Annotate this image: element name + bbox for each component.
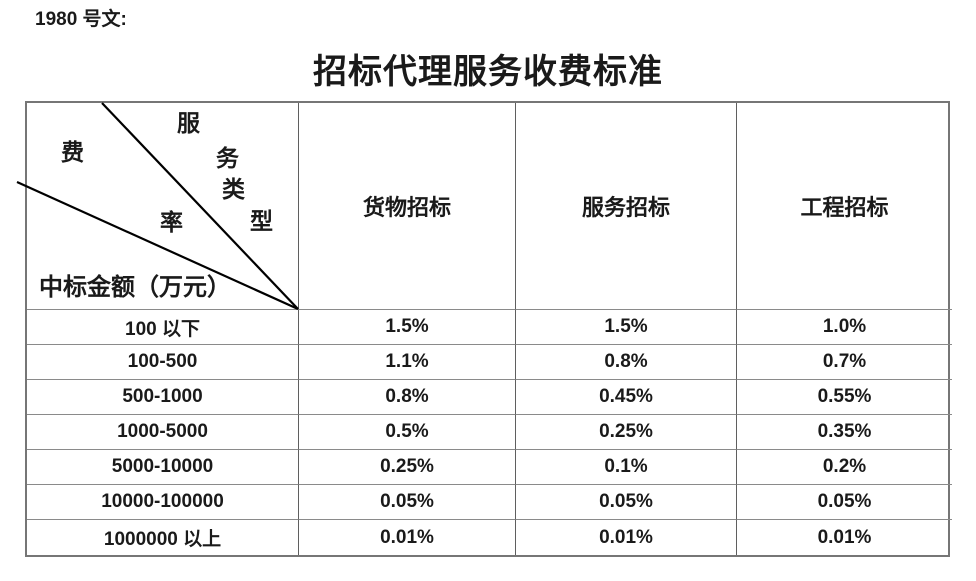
- page-title: 招标代理服务收费标准: [313, 54, 663, 91]
- rate-cell: 0.8%: [516, 345, 737, 380]
- rate-cell: 0.5%: [299, 415, 516, 450]
- row-label: 500-1000: [27, 380, 299, 415]
- rate-cell: 0.7%: [737, 345, 952, 380]
- row-label: 5000-10000: [27, 450, 299, 485]
- rate-cell: 0.8%: [299, 380, 516, 415]
- corner-header-cell: 服 务 类 型 费 率 中标金额（万元）: [16, 102, 299, 311]
- column-header-services: 服务招标: [516, 103, 737, 310]
- row-label: 1000-5000: [27, 415, 299, 450]
- row-label: 100-500: [27, 345, 299, 380]
- rate-cell: 0.2%: [737, 450, 952, 485]
- rate-cell: 1.5%: [299, 310, 516, 345]
- corner-service-type-char: 服: [177, 111, 200, 136]
- row-label: 1000000 以上: [27, 520, 299, 555]
- corner-service-type-char: 型: [250, 209, 273, 234]
- corner-service-type-char: 类: [222, 177, 245, 202]
- corner-row-axis-label: 中标金额（万元）: [39, 275, 231, 301]
- row-label: 10000-100000: [27, 485, 299, 520]
- rate-cell: 0.35%: [737, 415, 952, 450]
- diagonal-divider-lines: [16, 102, 299, 311]
- rate-cell: 1.5%: [516, 310, 737, 345]
- rate-cell: 1.0%: [737, 310, 952, 345]
- rate-cell: 0.55%: [737, 380, 952, 415]
- rate-cell: 0.05%: [737, 485, 952, 520]
- column-header-works: 工程招标: [737, 103, 952, 310]
- corner-rate-char: 率: [160, 210, 183, 235]
- fee-table: 服 务 类 型 费 率 中标金额（万元） 货物招标 服务招标 工程招标 100 …: [16, 101, 952, 557]
- rate-cell: 0.25%: [299, 450, 516, 485]
- corner-rate-char: 费: [61, 140, 84, 165]
- doc-reference: 1980 号文:: [35, 9, 127, 30]
- rate-cell: 0.25%: [516, 415, 737, 450]
- column-header-goods: 货物招标: [299, 103, 516, 310]
- rate-cell: 0.01%: [817, 526, 872, 548]
- rate-cell: 0.01%: [299, 520, 516, 555]
- rate-cell: 0.05%: [299, 485, 516, 520]
- row-label: 100 以下: [27, 310, 299, 345]
- corner-service-type-char: 务: [216, 146, 239, 171]
- rate-cell: 0.01%: [516, 520, 737, 555]
- rate-cell: 0.1%: [516, 450, 737, 485]
- rate-cell: 0.05%: [516, 485, 737, 520]
- rate-cell: 0.45%: [516, 380, 737, 415]
- rate-cell: 1.1%: [299, 345, 516, 380]
